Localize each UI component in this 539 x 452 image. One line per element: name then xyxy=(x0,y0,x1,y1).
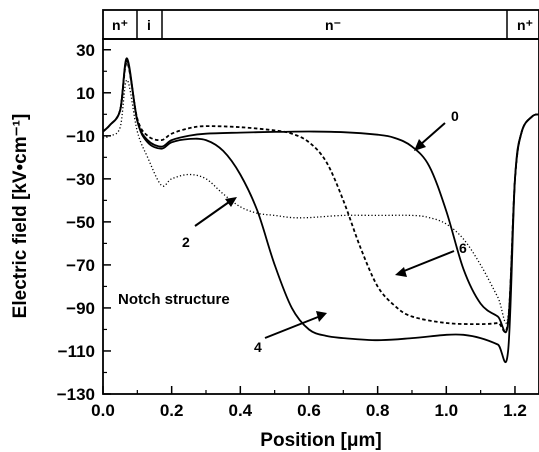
curve-label-0: 0 xyxy=(451,108,459,124)
y-tick-label: 30 xyxy=(76,41,95,60)
arrow-curve-6 xyxy=(403,250,455,272)
y-tick-label: −110 xyxy=(58,342,95,361)
x-axis-title: Position [μm] xyxy=(260,430,381,451)
arrow-curve-0 xyxy=(419,122,446,146)
y-tick-label: −130 xyxy=(57,385,95,404)
arrowhead-curve-6 xyxy=(395,267,407,277)
arrow-curve-2 xyxy=(194,201,230,227)
curve-label-4: 4 xyxy=(254,339,262,355)
plot-frame xyxy=(102,38,539,395)
y-tick-label: 10 xyxy=(76,84,95,103)
y-tick-label: −10 xyxy=(66,127,95,146)
arrow-curve-4 xyxy=(264,316,319,339)
curve-2 xyxy=(102,79,539,324)
curve-label-2: 2 xyxy=(182,234,190,250)
region-label-n-plus-left: n⁺ xyxy=(112,17,128,33)
curves xyxy=(102,57,539,363)
arrowhead-curve-0 xyxy=(414,139,426,151)
curve-label-6: 6 xyxy=(459,240,467,256)
y-tick-label: −90 xyxy=(66,299,95,318)
region-band-frame xyxy=(102,9,539,40)
curve-6 xyxy=(102,61,539,333)
arrowhead-curve-4 xyxy=(316,311,327,322)
x-tick-label: 0.6 xyxy=(297,401,321,420)
x-tick-label: 1.2 xyxy=(503,401,527,420)
curve-4 xyxy=(102,57,539,363)
x-tick-label: 0.2 xyxy=(160,401,184,420)
x-tick-label: 1.0 xyxy=(434,401,458,420)
y-tick-label: −50 xyxy=(66,213,95,232)
x-tick-label: 0.4 xyxy=(229,401,253,420)
y-axis-title: Electric field [kV•cm⁻¹] xyxy=(10,114,31,319)
region-label-n-minus: n⁻ xyxy=(325,17,341,33)
region-band: n⁺ i n⁻ n⁺ xyxy=(102,9,539,40)
curve-labels: 0 2 6 4 xyxy=(182,108,467,355)
y-tick-label: −30 xyxy=(66,170,95,189)
y-tick-label: −70 xyxy=(66,256,95,275)
arrowhead-curve-2 xyxy=(225,197,237,207)
notch-structure-annotation: Notch structure xyxy=(118,291,230,308)
x-tick-label: 0.8 xyxy=(366,401,390,420)
x-tick-label: 0.0 xyxy=(91,401,115,420)
region-label-i: i xyxy=(147,17,151,33)
axis-ticks: 0.0 0.2 0.4 0.6 0.8 1.0 1.2 30 10 −10 −30 −50 −70 −90… xyxy=(57,41,527,420)
region-label-n-plus-right: n⁺ xyxy=(517,17,533,33)
